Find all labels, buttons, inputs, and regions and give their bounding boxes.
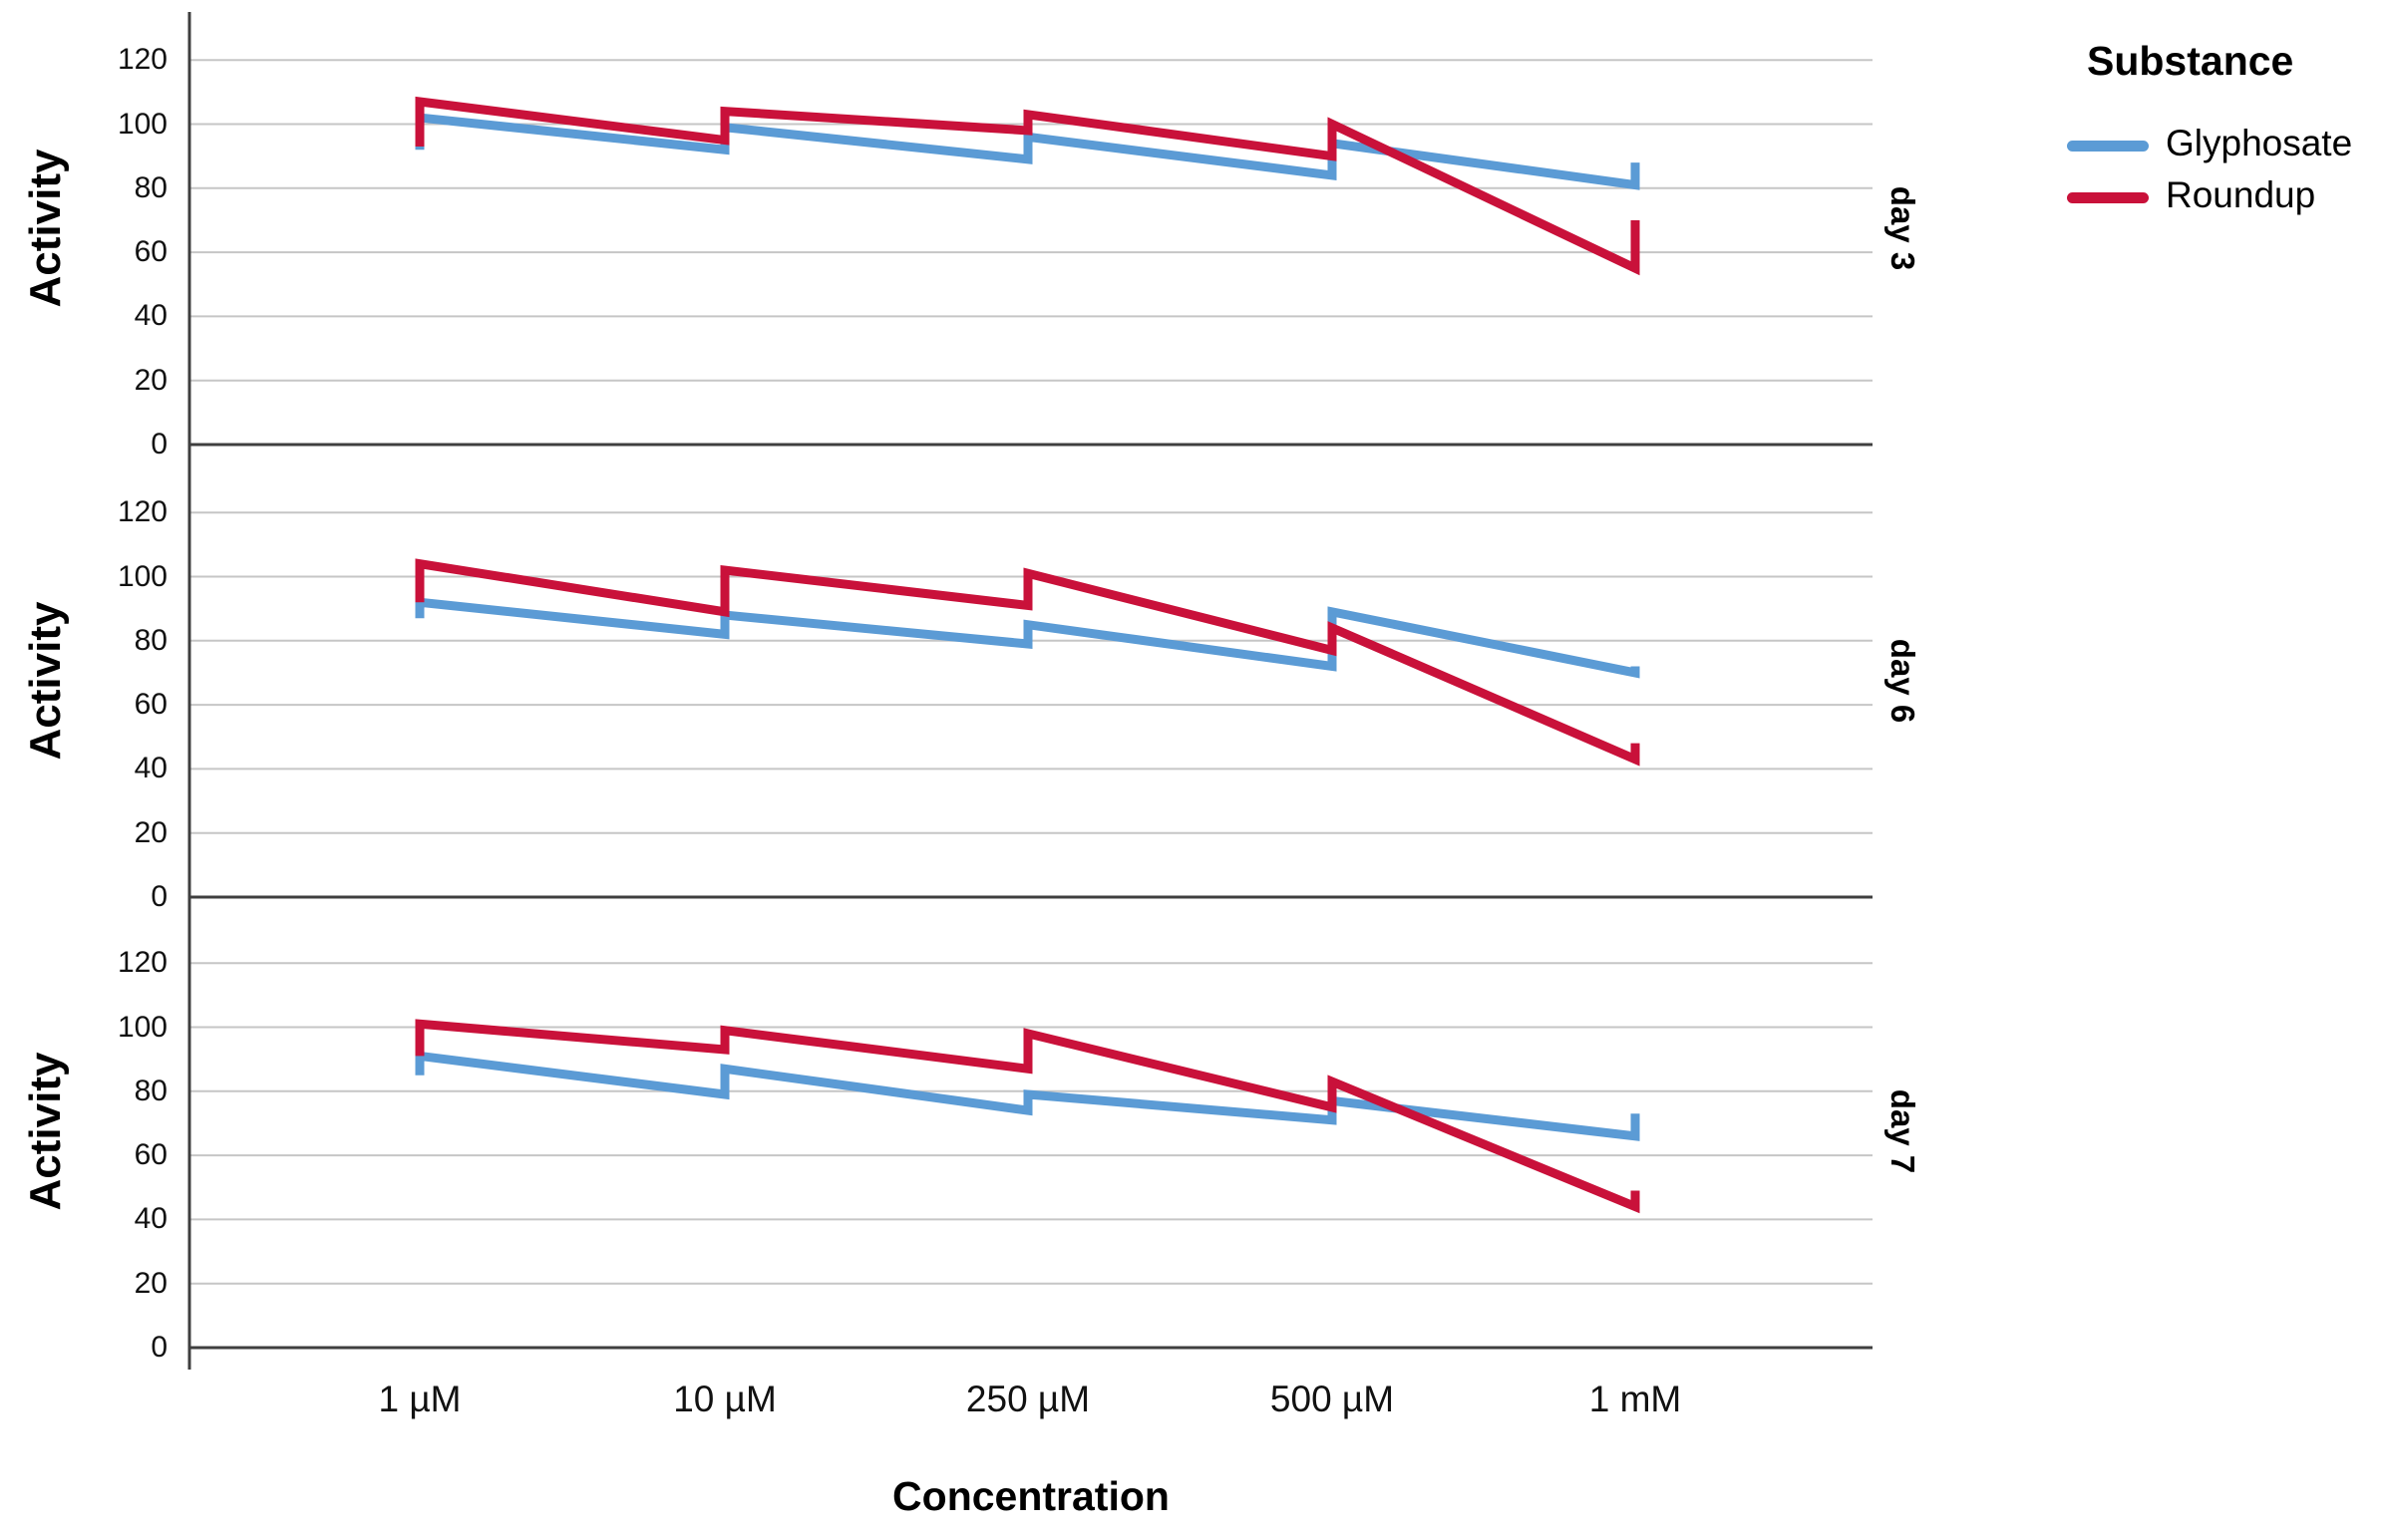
x-axis-title: Concentration (892, 1473, 1170, 1519)
y-tick-label: 80 (134, 623, 168, 657)
glyphosate-line-swatch-icon (2067, 141, 2149, 152)
series-line-glyphosate (415, 597, 1640, 679)
y-tick-label: 0 (151, 880, 168, 913)
legend-label-roundup: Roundup (2166, 174, 2316, 215)
legend-label-glyphosate: Glyphosate (2166, 123, 2353, 163)
legend-title: Substance (2087, 38, 2294, 84)
y-tick-label: 80 (134, 1074, 168, 1107)
series-line-glyphosate (415, 113, 1640, 190)
y-tick-label: 0 (151, 1331, 168, 1364)
roundup-line-swatch-icon (2067, 192, 2149, 203)
y-tick-label: 60 (134, 1138, 168, 1172)
y-tick-label: 100 (117, 1010, 168, 1044)
series-line-roundup (415, 1019, 1640, 1214)
series-line-roundup (415, 96, 1640, 276)
y-tick-label: 80 (134, 170, 168, 204)
y-tick-label: 100 (117, 559, 168, 593)
y-tick-label: 120 (117, 43, 168, 77)
y-tick-label: 0 (151, 428, 168, 461)
y-tick-label: 40 (134, 752, 168, 785)
y-axis-title-day3: Activity (21, 149, 70, 308)
y-tick-label: 100 (117, 107, 168, 141)
y-axis-title-day7: Activity (21, 1052, 70, 1211)
y-tick-label: 40 (134, 299, 168, 333)
y-tick-label: 20 (134, 1266, 168, 1300)
y-tick-label: 20 (134, 815, 168, 849)
y-tick-label: 40 (134, 1202, 168, 1236)
legend: Substance Glyphosate Roundup (2067, 38, 2386, 224)
series-line-glyphosate (415, 1051, 1640, 1141)
y-tick-label: 120 (117, 946, 168, 980)
panel-label-day3: day 3 (1884, 185, 1921, 271)
y-tick-label: 60 (134, 688, 168, 722)
legend-item-glyphosate: Glyphosate (2067, 121, 2386, 172)
series-line-roundup (415, 558, 1640, 767)
legend-item-roundup: Roundup (2067, 172, 2386, 224)
x-tick-500um: 500 µM (1269, 1379, 1395, 1419)
x-tick-10um: 10 µM (673, 1379, 777, 1419)
x-tick-1mm: 1 mM (1588, 1379, 1682, 1419)
panel-label-day6: day 6 (1884, 638, 1921, 724)
y-tick-label: 120 (117, 495, 168, 529)
panel-label-day7: day 7 (1884, 1088, 1921, 1174)
x-tick-250um: 250 µM (965, 1379, 1091, 1419)
y-axis-title-day6: Activity (21, 601, 70, 761)
y-tick-label: 20 (134, 363, 168, 397)
x-tick-1um: 1 µM (378, 1379, 462, 1419)
y-tick-label: 60 (134, 235, 168, 269)
